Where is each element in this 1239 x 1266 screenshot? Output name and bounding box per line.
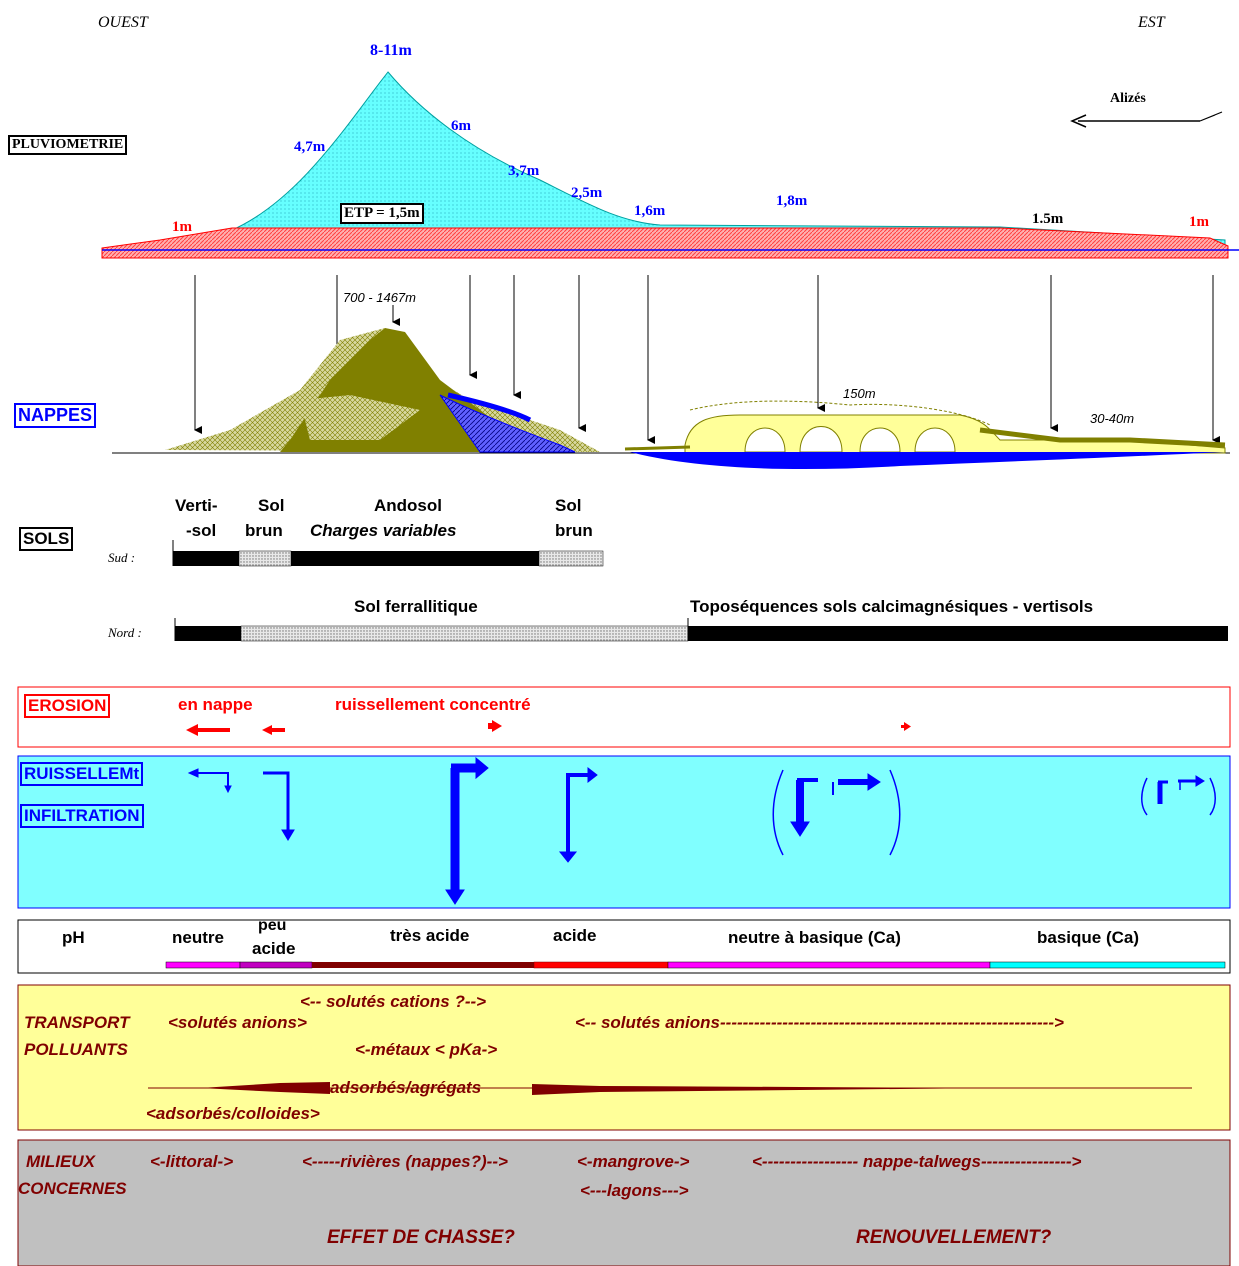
soils-section-label: SOLS bbox=[19, 527, 74, 551]
transport-section-label-2: POLLUANTS bbox=[24, 1040, 128, 1059]
renewal-label: RENOUVELLEMENT? bbox=[856, 1227, 1052, 1248]
summit-altitude: 700 - 1467m bbox=[343, 290, 416, 305]
mangrove-label: <-mangrove-> bbox=[577, 1152, 690, 1171]
ph-acid-label: acide bbox=[553, 926, 597, 945]
coast-altitude: 30-40m bbox=[1090, 411, 1135, 426]
brown-soil2-label-1: Sol bbox=[555, 496, 582, 515]
ph-bar-basic bbox=[989, 961, 1226, 969]
rainfall-peak: 8-11m bbox=[370, 42, 412, 59]
rainfall-value-east: 1m bbox=[1189, 214, 1209, 230]
colloids-label: <adsorbés/colloides> bbox=[146, 1104, 320, 1123]
brown-soil-label-2: brun bbox=[245, 521, 283, 540]
lagoons-label: <---lagons---> bbox=[580, 1181, 689, 1200]
rainfall-section-label: PLUVIOMETRIE bbox=[8, 135, 128, 155]
flush-effect-label: EFFET DE CHASSE? bbox=[327, 1227, 515, 1248]
anion-solutes-left-label: <solutés anions> bbox=[168, 1013, 307, 1032]
rainfall-profile bbox=[231, 71, 1226, 251]
environments-section-label-2: CONCERNES bbox=[18, 1179, 127, 1198]
runoff-frame bbox=[17, 755, 1231, 909]
cation-solutes-label: <-- solutés cations ?--> bbox=[300, 992, 487, 1011]
andosol-charges-label: Charges variables bbox=[310, 521, 457, 540]
brown-soil-label-1: Sol bbox=[258, 496, 285, 515]
sheet-erosion-label: en nappe bbox=[178, 695, 253, 714]
volcano-aquifer bbox=[439, 394, 576, 453]
aggregates-label: adsorbés/agrégats bbox=[330, 1078, 482, 1097]
erosion-frame bbox=[17, 686, 1231, 748]
rainfall-value: 4,7m bbox=[294, 139, 326, 155]
transport-frame bbox=[17, 984, 1231, 1131]
aquifers-section-label: NAPPES bbox=[14, 403, 97, 428]
ph-bar-neutral bbox=[165, 961, 241, 969]
rainfall-value: 2,5m bbox=[571, 185, 603, 201]
east-label: EST bbox=[1138, 14, 1165, 31]
anion-solutes-right-label: <-- solutés anions----------------------… bbox=[575, 1013, 1064, 1032]
etp-label: ETP = 1,5m bbox=[340, 203, 424, 224]
sud-brown2-bar bbox=[538, 550, 604, 567]
aggregates-wedge bbox=[200, 1082, 330, 1094]
ph-bar-slightly-acid bbox=[239, 961, 313, 969]
ph-neutral-label: neutre bbox=[172, 928, 224, 947]
rainfall-value: 1.5m bbox=[1032, 211, 1064, 227]
north-label: Nord : bbox=[108, 625, 142, 640]
ferrallitic-label: Sol ferrallitique bbox=[354, 597, 478, 616]
vertisol-label-1: Verti- bbox=[175, 496, 218, 515]
rainfall-value-west: 1m bbox=[172, 219, 192, 235]
ph-section-label: pH bbox=[62, 928, 85, 947]
transport-section-label-1: TRANSPORT bbox=[24, 1013, 130, 1032]
toposequence-label: Toposéquences sols calcimagnésiques - ve… bbox=[690, 597, 1094, 616]
plateau-altitude: 150m bbox=[843, 386, 876, 401]
concentrated-runoff-label: ruissellement concentré bbox=[335, 695, 531, 714]
littoral-label: <-littoral-> bbox=[150, 1152, 234, 1171]
rainfall-value: 6m bbox=[451, 118, 471, 134]
ph-neutral-basic-label: neutre à basique (Ca) bbox=[728, 928, 901, 947]
etp-band bbox=[101, 227, 1229, 259]
runoff-section-label: RUISSELLEMt bbox=[20, 762, 144, 786]
ph-bar-acid bbox=[533, 961, 669, 969]
infiltration-section-label: INFILTRATION bbox=[20, 804, 144, 828]
rivers-label: <-----rivières (nappes?)--> bbox=[302, 1152, 508, 1171]
andosol-label: Andosol bbox=[374, 496, 442, 515]
environments-section-label-1: MILIEUX bbox=[26, 1152, 95, 1171]
wind-label: Alizés bbox=[1110, 91, 1146, 106]
talweg-label: <----------------- nappe-talwegs--------… bbox=[752, 1152, 1082, 1171]
brown-soil2-label-2: brun bbox=[555, 521, 593, 540]
ph-bar-neutral-basic bbox=[667, 961, 991, 969]
west-label: OUEST bbox=[98, 14, 148, 31]
metals-label: <-métaux < pKa-> bbox=[355, 1040, 498, 1059]
sud-andosol-bar bbox=[291, 551, 539, 566]
ph-slightly-acid-label-2: acide bbox=[252, 939, 296, 958]
ph-bar-very-acid bbox=[312, 962, 534, 968]
ph-slightly-acid-label-1: peu bbox=[258, 917, 287, 934]
rainfall-value: 3,7m bbox=[508, 163, 540, 179]
sud-brown-bar bbox=[238, 550, 292, 567]
rainfall-value: 1,8m bbox=[776, 193, 808, 209]
vertisol-label-2: -sol bbox=[186, 521, 217, 540]
environments-frame bbox=[17, 1139, 1231, 1266]
ph-very-acid-label: très acide bbox=[390, 926, 470, 945]
nord-calcimag-bar bbox=[688, 626, 1228, 641]
plain-aquifer bbox=[630, 452, 1225, 470]
nord-vertisol-bar bbox=[175, 626, 241, 641]
south-label: Sud : bbox=[108, 550, 136, 565]
nord-ferrallitic-bar bbox=[240, 625, 689, 642]
erosion-section-label: EROSION bbox=[24, 694, 111, 718]
rainfall-value: 1,6m bbox=[634, 203, 666, 219]
sud-vertisol-bar bbox=[173, 551, 239, 566]
ph-basic-label: basique (Ca) bbox=[1037, 928, 1140, 947]
